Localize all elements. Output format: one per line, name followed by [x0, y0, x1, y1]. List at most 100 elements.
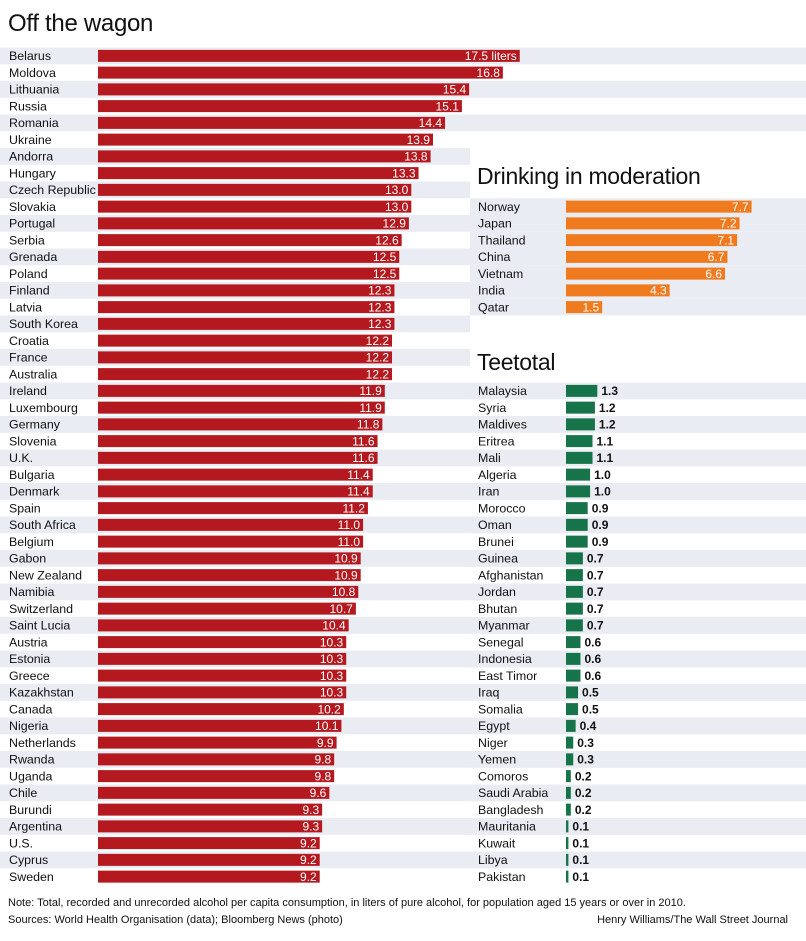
- bar-saudi-arabia: [566, 786, 571, 799]
- country-label-indonesia: Indonesia: [478, 652, 532, 666]
- country-label-bulgaria: Bulgaria: [9, 468, 55, 482]
- value-label-iraq: 0.5: [582, 686, 599, 700]
- bar-nigeria: [98, 719, 342, 732]
- bar-eritrea: [566, 435, 593, 448]
- moderation-chart-title: Drinking in moderation: [477, 163, 701, 189]
- country-label-netherlands: Netherlands: [9, 736, 76, 750]
- value-label-kazakhstan: 10.3: [320, 686, 344, 700]
- value-label-gabon: 10.9: [334, 552, 358, 566]
- value-label-switzerland: 10.7: [330, 602, 354, 616]
- value-label-spain: 11.2: [342, 501, 365, 515]
- value-label-china: 6.7: [708, 250, 725, 264]
- value-label-maldives: 1.2: [599, 418, 616, 432]
- bar-bulgaria: [98, 468, 373, 481]
- bar-portugal: [98, 217, 409, 230]
- bar-australia: [98, 368, 393, 381]
- country-label-japan: Japan: [478, 217, 512, 231]
- value-label-bhutan: 0.7: [587, 602, 604, 616]
- value-label-canada: 10.2: [317, 702, 341, 716]
- country-label-brunei: Brunei: [478, 535, 514, 549]
- value-label-belgium: 11.0: [338, 535, 361, 549]
- value-label-belarus: 17.5 liters: [465, 49, 517, 63]
- value-label-eritrea: 1.1: [597, 434, 614, 448]
- row-stripe: [470, 751, 806, 768]
- bar-canada: [98, 703, 344, 716]
- country-label-algeria: Algeria: [478, 468, 517, 482]
- country-label-burundi: Burundi: [9, 803, 52, 817]
- bar-moldova: [98, 66, 503, 79]
- bar-sweden: [98, 870, 320, 883]
- bar-kuwait: [566, 837, 569, 850]
- country-label-ireland: Ireland: [9, 384, 47, 398]
- bar-algeria: [566, 468, 591, 481]
- row-stripe: [470, 298, 806, 316]
- value-label-syria: 1.2: [599, 401, 616, 415]
- country-label-russia: Russia: [9, 99, 47, 113]
- bar-senegal: [566, 636, 581, 649]
- bar-mali: [566, 451, 593, 464]
- bar-niger: [566, 736, 574, 749]
- country-label-kuwait: Kuwait: [478, 836, 516, 850]
- country-label-moldova: Moldova: [9, 66, 56, 80]
- bar-syria: [566, 401, 595, 414]
- value-label-vietnam: 6.6: [705, 267, 722, 281]
- country-label-norway: Norway: [478, 200, 521, 214]
- country-label-finland: Finland: [9, 284, 50, 298]
- value-label-nigeria: 10.1: [315, 719, 339, 733]
- country-label-new-zealand: New Zealand: [9, 568, 82, 582]
- country-label-comoros: Comoros: [478, 769, 528, 783]
- row-stripe: [470, 449, 806, 467]
- value-label-u-k: 11.6: [352, 451, 375, 465]
- bar-iraq: [566, 686, 579, 699]
- value-label-rwanda: 9.8: [314, 753, 331, 767]
- bar-spain: [98, 502, 368, 515]
- value-label-greece: 10.3: [320, 669, 344, 683]
- value-label-jordan: 0.7: [587, 585, 604, 599]
- value-label-slovenia: 11.6: [352, 434, 375, 448]
- value-label-andorra: 13.8: [404, 150, 428, 164]
- value-label-comoros: 0.2: [575, 769, 592, 783]
- sources-line: Sources: World Health Organisation (data…: [8, 914, 343, 926]
- bar-somalia: [566, 703, 579, 716]
- country-label-iraq: Iraq: [478, 686, 499, 700]
- bar-andorra: [98, 150, 431, 163]
- bar-austria: [98, 636, 347, 649]
- value-label-niger: 0.3: [577, 736, 594, 750]
- value-label-india: 4.3: [650, 284, 667, 298]
- bar-indonesia: [566, 652, 581, 665]
- country-label-east-timor: East Timor: [478, 669, 537, 683]
- bar-greece: [98, 669, 347, 682]
- bar-brunei: [566, 535, 588, 548]
- teetotal-chart-title: Teetotal: [477, 349, 556, 375]
- value-label-thailand: 7.1: [717, 233, 734, 247]
- bar-chile: [98, 786, 330, 799]
- value-label-lithuania: 15.4: [443, 83, 467, 97]
- country-label-denmark: Denmark: [9, 485, 60, 499]
- row-stripe: [470, 684, 806, 701]
- bar-ireland: [98, 384, 385, 397]
- country-label-vietnam: Vietnam: [478, 267, 523, 281]
- value-label-south-korea: 12.3: [368, 317, 392, 331]
- country-label-syria: Syria: [478, 401, 506, 415]
- bar-croatia: [98, 334, 393, 347]
- bar-russia: [98, 100, 462, 113]
- teetotal-panel: Malaysia 1.3 Syria 1.2 Maldives 1.2 Eritrea 1.1…: [478, 384, 618, 884]
- value-label-senegal: 0.6: [584, 635, 601, 649]
- value-label-guinea: 0.7: [587, 552, 604, 566]
- country-label-lithuania: Lithuania: [9, 83, 59, 97]
- bar-ukraine: [98, 133, 433, 146]
- value-label-libya: 0.1: [572, 853, 589, 867]
- bar-switzerland: [98, 602, 356, 615]
- value-label-austria: 10.3: [320, 635, 344, 649]
- value-label-russia: 15.1: [436, 99, 460, 113]
- value-label-ukraine: 13.9: [407, 133, 431, 147]
- value-label-grenada: 12.5: [373, 250, 397, 264]
- country-label-romania: Romania: [9, 116, 59, 130]
- value-label-portugal: 12.9: [383, 217, 407, 231]
- value-label-afghanistan: 0.7: [587, 568, 604, 582]
- row-stripe: [470, 784, 806, 802]
- country-label-south-korea: South Korea: [9, 317, 78, 331]
- panel-gap: [470, 315, 806, 383]
- country-label-qatar: Qatar: [478, 300, 509, 314]
